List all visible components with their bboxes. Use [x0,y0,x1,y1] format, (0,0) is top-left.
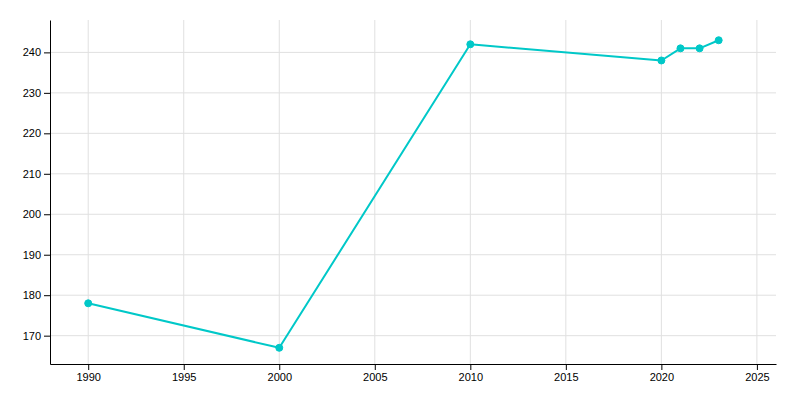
tick-mark [44,52,50,53]
tick-mark [375,364,376,370]
tick: 170 [23,330,50,342]
grid-line [183,20,184,364]
grid-line [565,20,566,364]
grid-line [50,254,776,255]
tick-label: 220 [23,127,41,139]
tick-mark [44,133,50,134]
grid-line [279,20,280,364]
x-axis: 1990 1995 2000 2005 2010 2015 2020 2025 [51,364,777,383]
tick-label: 1995 [172,371,196,383]
tick: 2020 [650,364,674,383]
tick: 180 [23,289,50,301]
grid-line [50,214,776,215]
tick-label: 170 [23,330,41,342]
tick: 2015 [554,364,578,383]
tick-mark [279,364,280,370]
tick: 2010 [459,364,483,383]
tick-mark [44,214,50,215]
grid-line [50,92,776,93]
tick-label: 190 [23,249,41,261]
data-layer [85,37,722,352]
chart: 1990 1995 2000 2005 2010 2015 2020 2025 170 180 19… [0,0,800,400]
grid [50,20,776,364]
axis-line [51,364,777,365]
tick-mark [44,174,50,175]
tick-label: 2020 [650,371,674,383]
tick: 2025 [745,364,769,383]
tick-label: 180 [23,289,41,301]
tick: 200 [23,208,50,220]
tick: 2000 [268,364,292,383]
grid-line [88,20,89,364]
tick-label: 240 [23,46,41,58]
point [658,57,665,64]
tick: 2005 [363,364,387,383]
tick-label: 210 [23,168,41,180]
tick-mark [661,364,662,370]
tick-mark [184,364,185,370]
grid-line [756,20,757,364]
axis-line [50,21,51,365]
line [88,40,718,348]
point [85,300,92,307]
tick-mark [88,364,89,370]
tick: 230 [23,87,50,99]
tick-label: 2005 [363,371,387,383]
tick-mark [44,255,50,256]
grid-line [50,52,776,53]
grid-line [374,20,375,364]
grid-line [470,20,471,364]
tick-mark [44,93,50,94]
plot: 1990 1995 2000 2005 2010 2015 2020 2025 170 180 19… [23,20,777,383]
tick-label: 1990 [76,371,100,383]
grid-line [661,20,662,364]
tick-label: 230 [23,87,41,99]
tick: 220 [23,127,50,139]
tick: 240 [23,46,50,58]
tick-mark [566,364,567,370]
tick: 1995 [172,364,196,383]
tick-label: 2025 [745,371,769,383]
grid-line [50,173,776,174]
point [715,37,722,44]
tick-mark [44,295,50,296]
grid-line [50,335,776,336]
tick-mark [757,364,758,370]
point [696,45,703,52]
tick-label: 2015 [554,371,578,383]
tick-label: 2010 [459,371,483,383]
tick: 210 [23,168,50,180]
tick: 1990 [76,364,100,383]
grid-line [50,295,776,296]
point [276,344,283,351]
point [467,41,474,48]
tick-label: 2000 [268,371,292,383]
y-axis: 170 180 190 200 210 220 230 240 [23,21,51,365]
tick-mark [470,364,471,370]
tick: 190 [23,249,50,261]
tick-label: 200 [23,208,41,220]
tick-mark [44,336,50,337]
point [677,45,684,52]
